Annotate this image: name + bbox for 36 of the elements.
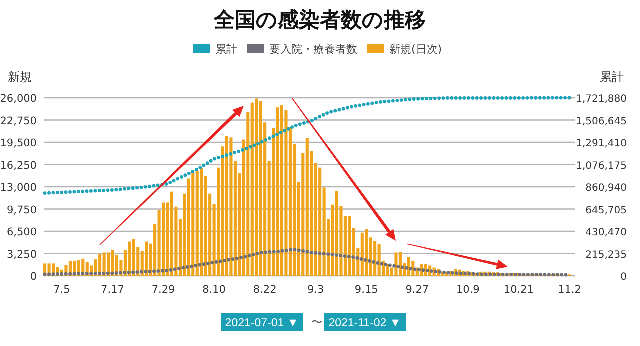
- x-tick-label: 8.10: [202, 284, 226, 296]
- legend-label: 要入院・療養者数: [270, 43, 358, 56]
- y-axis-title: 新規: [8, 70, 32, 84]
- x-tick-label: 8.22: [253, 284, 277, 296]
- x-tick-label: 9.15: [354, 284, 378, 296]
- y-tick-label: 6,500: [6, 226, 37, 238]
- y-tick-label: 3,250: [6, 248, 37, 261]
- y2-tick-label: 1,506,645: [576, 116, 627, 128]
- y-tick-label: 22,750: [0, 115, 37, 128]
- y2-tick-label: 645,705: [586, 205, 627, 216]
- y2-tick-label: 1,721,880: [576, 94, 627, 105]
- x-tick-label: 11.2: [558, 284, 582, 296]
- y2-tick-label: 1,076,175: [576, 160, 627, 172]
- x-tick-label: 9.27: [406, 284, 430, 296]
- x-tick-label: 10.21: [504, 284, 534, 296]
- y-tick-label: 0: [30, 271, 37, 283]
- x-tick-label: 10.9: [456, 284, 480, 296]
- chart-title: 全国の感染者数の推移: [213, 8, 426, 32]
- y-tick-label: 16,250: [0, 160, 37, 172]
- y2-axis-title: 累計: [600, 70, 624, 84]
- y2-tick-label: 430,470: [586, 228, 627, 238]
- y-tick-label: 13,000: [0, 182, 37, 194]
- y-tick-label: 26,000: [0, 93, 37, 105]
- y2-tick-label: 860,940: [586, 183, 627, 194]
- x-tick-label: 7.17: [101, 284, 124, 296]
- annotations: 2021-07-01 ▼ 〜 2021-11-02 ▼: [221, 313, 406, 331]
- y-tick-label: 19,500: [0, 138, 37, 150]
- y-tick-label: 9,750: [6, 204, 37, 216]
- legend-label: 累計: [216, 43, 238, 56]
- x-tick-label: 9.3: [307, 284, 324, 296]
- y2-tick-label: 215,235: [586, 250, 627, 261]
- y2-tick-label: 0: [620, 272, 627, 283]
- legend-label: 新規(日次): [390, 43, 442, 56]
- x-tick-label: 7.29: [152, 284, 176, 296]
- x-tick-label: 7.5: [54, 284, 70, 296]
- y2-tick-label: 1,291,410: [576, 138, 627, 150]
